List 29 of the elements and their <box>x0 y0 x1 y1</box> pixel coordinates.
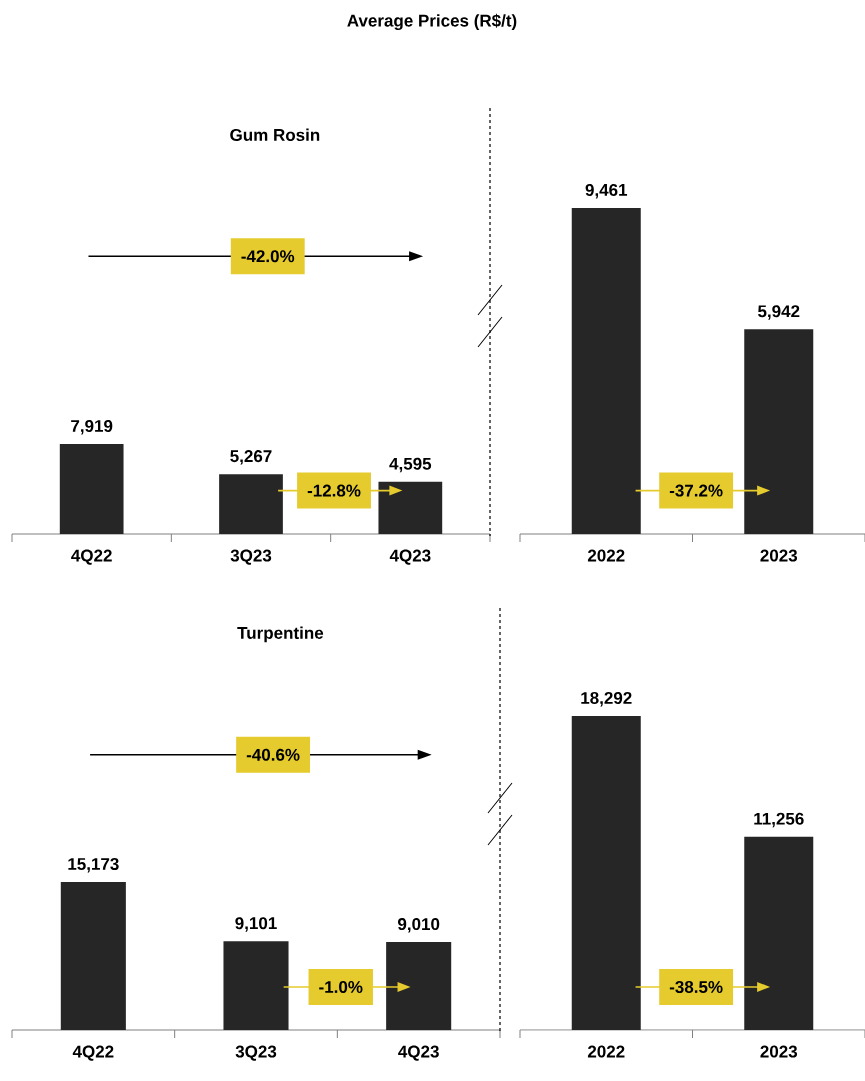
x-tick-label: 3Q23 <box>230 549 272 565</box>
annotation: -12.8% <box>307 484 361 497</box>
data-label: 5,267 <box>230 450 272 465</box>
x-tick-label: 3Q23 <box>235 1045 277 1061</box>
x-tick-label: 4Q23 <box>389 549 431 565</box>
x-tick-label: 2022 <box>587 549 625 562</box>
x-tick-label: 4Q22 <box>72 1045 114 1061</box>
x-tick-label: 2022 <box>587 1045 625 1058</box>
data-label: 9,461 <box>585 183 628 199</box>
annotation: -38.5% <box>669 980 723 994</box>
x-tick-label: 4Q22 <box>71 549 112 565</box>
x-tick-label: 4Q23 <box>398 1045 439 1061</box>
data-label: 18,292 <box>581 691 632 707</box>
data-label: 7,919 <box>71 419 113 435</box>
x-tick-label: 2023 <box>760 549 798 562</box>
data-label: 11,256 <box>754 812 804 828</box>
chart-subtitle: Turpentine <box>237 626 324 643</box>
data-label: 15,173 <box>68 857 119 873</box>
data-label: 9,101 <box>235 917 277 932</box>
text: -42.0% <box>241 250 295 263</box>
annotation: -1.0% <box>319 980 363 994</box>
text: -40.6% <box>246 748 300 761</box>
x-tick-label: 2023 <box>760 1045 798 1058</box>
annotation: -37.2% <box>669 484 723 497</box>
chart-title: Average Prices (R$/t) <box>347 13 517 31</box>
data-label: 5,942 <box>758 305 800 320</box>
chart-subtitle: Gum Rosin <box>230 128 320 141</box>
data-label: 4,595 <box>389 457 432 473</box>
data-label: 9,010 <box>397 918 440 933</box>
